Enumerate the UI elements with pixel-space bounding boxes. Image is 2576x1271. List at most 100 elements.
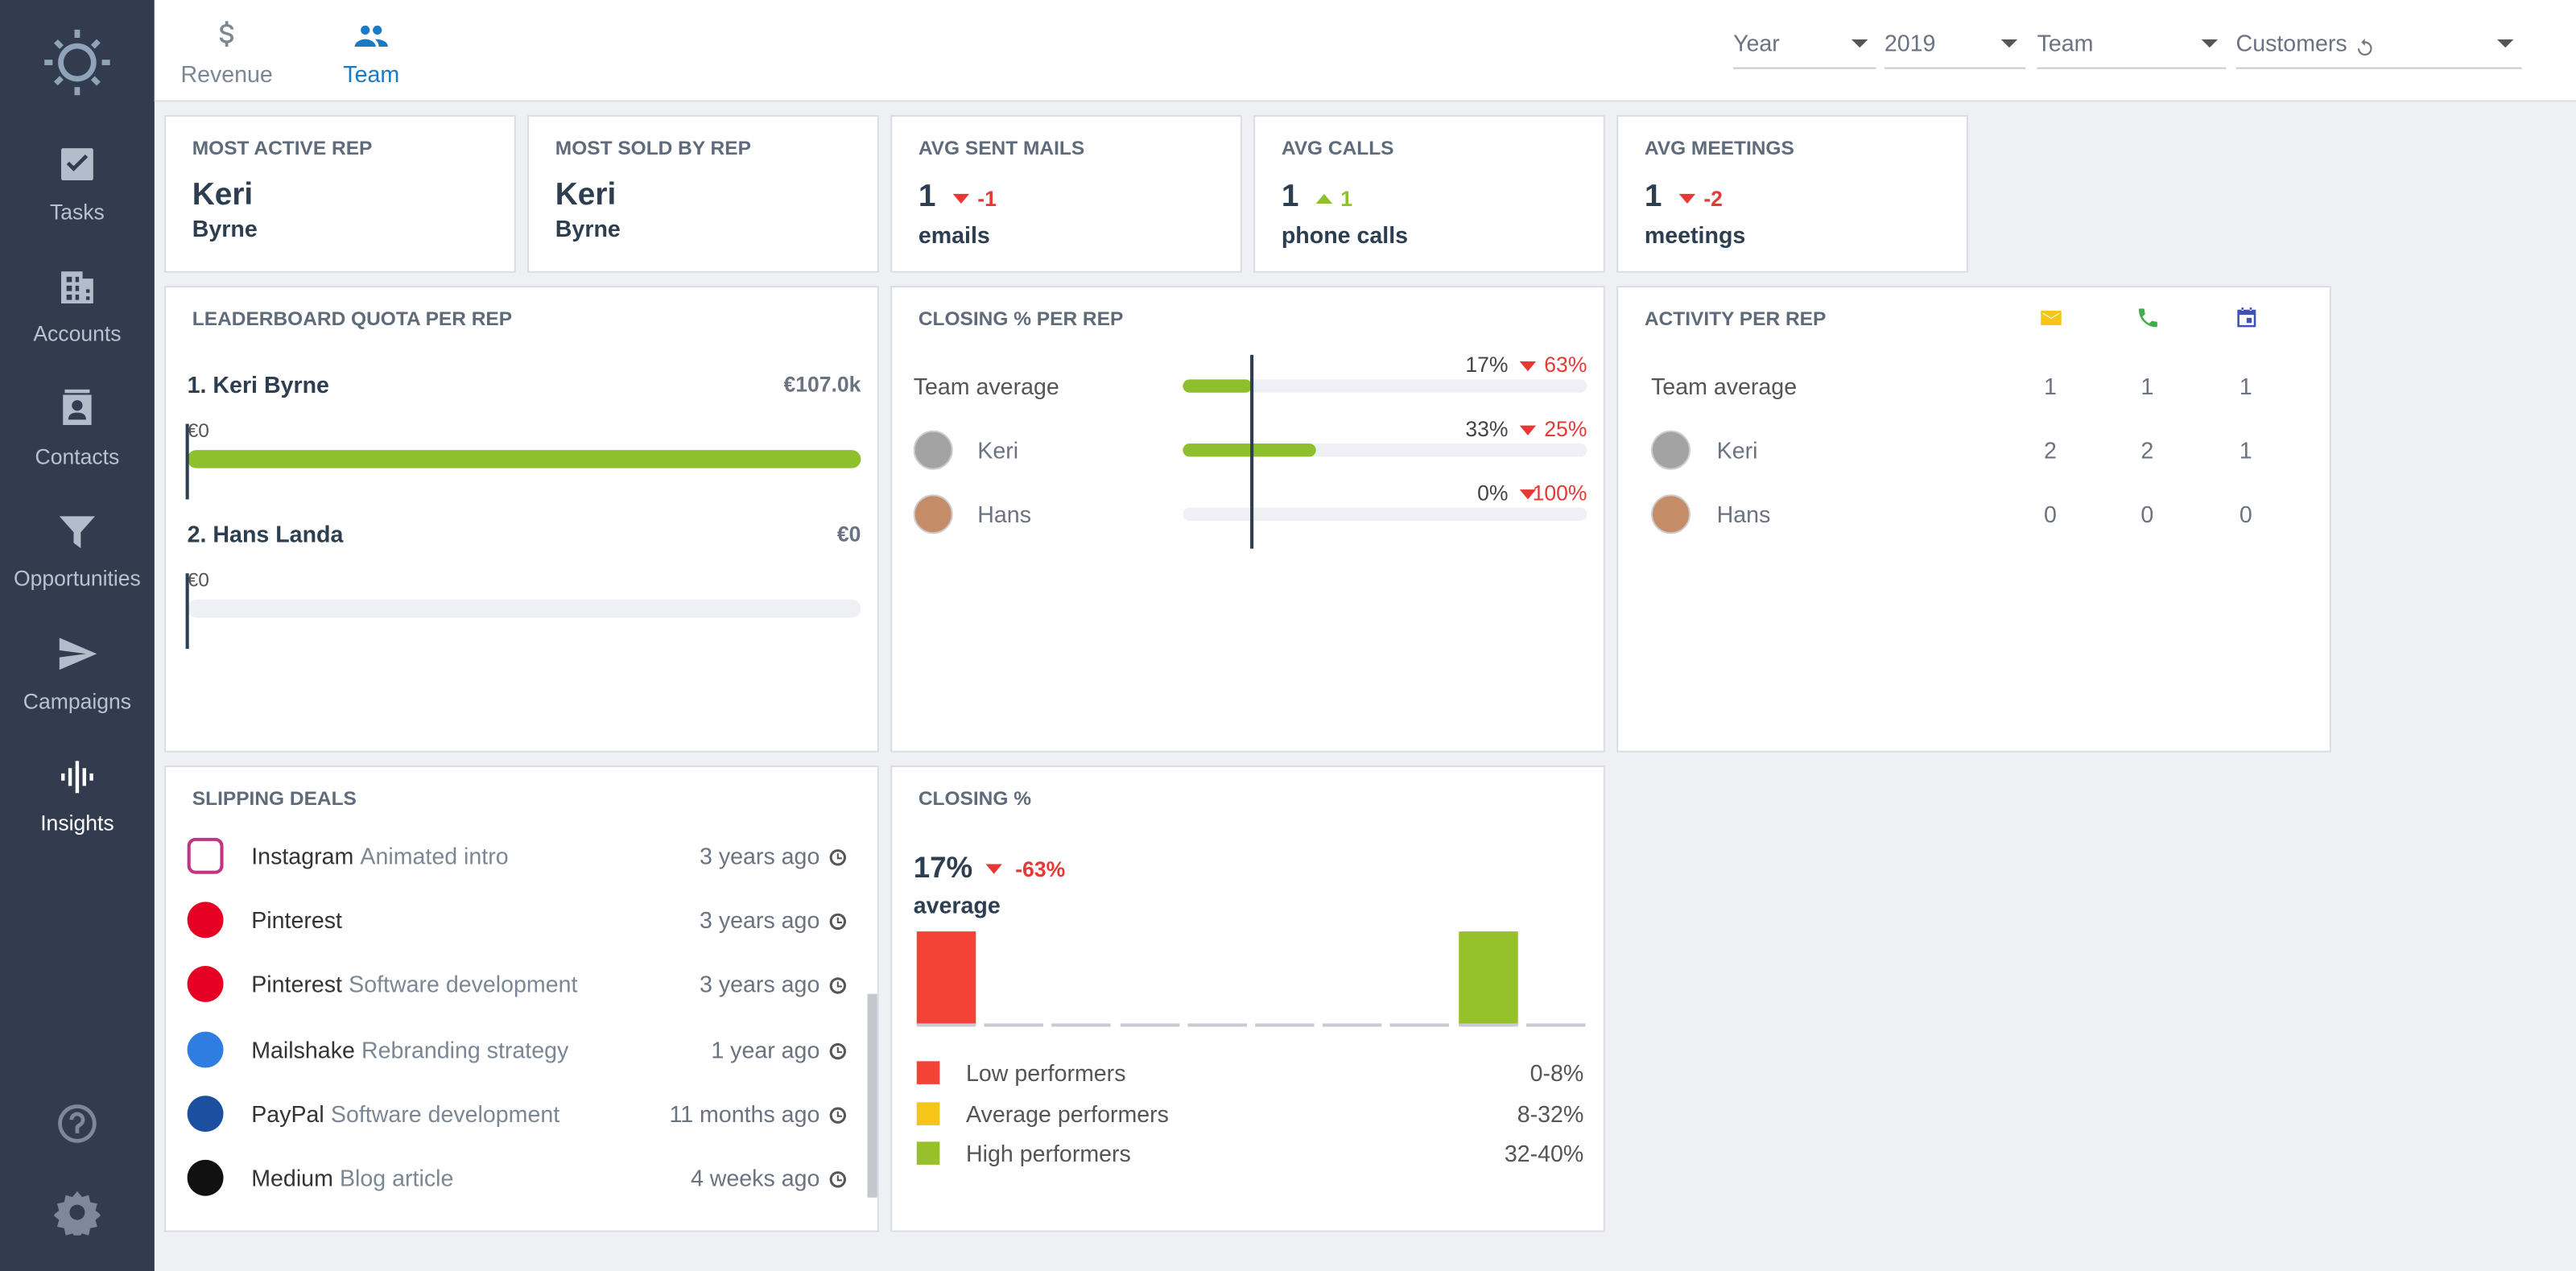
kpi-delta: -2: [1703, 186, 1723, 212]
deal-age[interactable]: 3 years ago: [700, 842, 820, 869]
kpi-delta: -1: [977, 186, 997, 212]
nav-item[interactable]: Opportunities: [0, 482, 155, 591]
bin-baseline: [1323, 1023, 1382, 1027]
nav-label[interactable]: Opportunities: [14, 566, 141, 591]
nav-label[interactable]: Insights: [40, 811, 114, 836]
nav-item[interactable]: Contacts: [0, 360, 155, 468]
pct-delta: 25%: [1544, 416, 1587, 441]
company-name[interactable]: Pinterest: [251, 906, 343, 934]
legend-range: 32-40%: [1504, 1140, 1584, 1166]
deal-name[interactable]: Animated intro: [360, 842, 509, 869]
dropdown-caret: [1852, 39, 1868, 48]
tab-label[interactable]: Team: [343, 60, 400, 88]
pct-label: 0%: [1477, 480, 1509, 506]
card: CLOSING % PER REP Team average 17% 63% Keri 3…: [890, 286, 1605, 753]
legend-label: Average performers: [966, 1100, 1169, 1126]
rep-name: Team average: [913, 373, 1059, 399]
kpi-name: Keri: [555, 178, 617, 213]
nav-item[interactable]: Accounts: [0, 237, 155, 346]
activity-count: 1: [2239, 436, 2252, 464]
clock-icon: [829, 849, 847, 866]
clock-icon-shape: [829, 849, 847, 866]
nav-label[interactable]: Campaigns: [23, 688, 132, 713]
deal-row[interactable]: PayPal Software development 11 months ago: [179, 1084, 861, 1143]
column-icon: [2236, 307, 2256, 327]
deal-age[interactable]: 11 months ago: [669, 1100, 820, 1127]
deal-row[interactable]: Medium Blog article 4 weeks ago: [179, 1149, 861, 1207]
deal-age[interactable]: 3 years ago: [700, 906, 820, 934]
deal-name[interactable]: Blog article: [340, 1164, 454, 1191]
deal-name[interactable]: Software development: [330, 1100, 560, 1127]
deal-name[interactable]: Software development: [349, 971, 578, 998]
deal-age[interactable]: 4 weeks ago: [690, 1164, 820, 1191]
deal-age[interactable]: 1 year ago: [711, 1035, 820, 1063]
tab[interactable]: Team: [306, 6, 437, 98]
card: AVG MEETINGS 1 -2 meetings: [1616, 114, 1968, 273]
activity-count: 2: [2140, 436, 2154, 464]
column-icon-shape: [2236, 307, 2256, 327]
kpi-unit: phone calls: [1281, 221, 1409, 249]
filter-value[interactable]: 2019: [1884, 29, 1936, 56]
closing-value: 17%: [913, 851, 973, 884]
filter-dropdown[interactable]: Team: [2037, 16, 2227, 69]
nav-item[interactable]: Insights: [0, 727, 155, 836]
nav-icon-shape: [63, 389, 92, 426]
legend-label: Low performers: [966, 1059, 1126, 1086]
nav-item[interactable]: Campaigns: [0, 605, 155, 713]
deal-row[interactable]: Mailshake Rebranding strategy 1 year ago: [179, 1020, 861, 1079]
deal-age[interactable]: 3 years ago: [700, 971, 820, 998]
kpi-delta: 1: [1340, 186, 1353, 212]
nav-icon-shape: [59, 638, 97, 671]
filter-dropdown[interactable]: 2019: [1884, 16, 2026, 69]
nav-label[interactable]: Contacts: [35, 444, 120, 468]
company-name[interactable]: PayPal: [251, 1100, 324, 1127]
tab[interactable]: Revenue: [161, 6, 292, 98]
deal-name[interactable]: Rebranding strategy: [361, 1035, 569, 1063]
filter-value[interactable]: Year: [1733, 29, 1780, 56]
pct-track: [1183, 507, 1587, 521]
nav-item[interactable]: Tasks: [0, 115, 155, 224]
kpi-value: 1: [918, 180, 936, 215]
arrow-down: [1678, 193, 1696, 204]
filter-value[interactable]: Customers: [2235, 29, 2347, 56]
company-name[interactable]: Pinterest: [251, 971, 343, 998]
filter-value[interactable]: Team: [2037, 29, 2094, 56]
company-name[interactable]: Medium: [251, 1164, 333, 1191]
bin-baseline: [984, 1023, 1044, 1027]
settings-icon-shape: [54, 1191, 101, 1236]
nav-icon: [63, 389, 92, 426]
bin-baseline: [916, 1023, 976, 1027]
dropdown-caret: [2497, 39, 2514, 48]
scrollbar: [867, 993, 877, 1198]
pct-track: [1183, 379, 1587, 393]
card-title: CLOSING % PER REP: [918, 307, 1124, 331]
deal-row[interactable]: Instagram Animated intro 3 years ago: [179, 827, 861, 885]
kpi-sub: Byrne: [192, 215, 258, 242]
card-title: CLOSING %: [918, 786, 1031, 811]
pct-bar: [1183, 444, 1317, 457]
nav-label[interactable]: Tasks: [50, 198, 105, 224]
quota-amount: €107.0k: [783, 372, 861, 397]
refresh-icon: [2356, 38, 2372, 56]
deal-row[interactable]: Pinterest 3 years ago: [179, 891, 861, 950]
activity-count: 1: [2239, 373, 2252, 399]
pct-delta: 100%: [1532, 480, 1587, 506]
kpi-unit: emails: [918, 221, 990, 249]
company-name[interactable]: Mailshake: [251, 1035, 355, 1063]
rep-name: 1. Keri Byrne: [187, 371, 329, 398]
filter-dropdown[interactable]: Customers: [2235, 16, 2522, 69]
clock-icon-shape: [829, 978, 847, 995]
nav-icon: [59, 638, 97, 671]
nav-label[interactable]: Accounts: [33, 320, 122, 346]
company-logo: [187, 837, 224, 874]
rep-name: Hans: [1716, 501, 1771, 528]
company-name[interactable]: Instagram: [251, 842, 354, 869]
clock-icon: [829, 978, 847, 995]
clock-icon-shape: [829, 1107, 847, 1124]
column-icon-shape: [2040, 309, 2061, 324]
card: AVG CALLS 1 1 phone calls: [1253, 114, 1605, 273]
deal-row[interactable]: Pinterest Software development 3 years ago: [179, 955, 861, 1014]
filter-dropdown[interactable]: Year: [1733, 16, 1876, 69]
card: MOST ACTIVE REP Keri Byrne: [164, 114, 516, 273]
tab-label[interactable]: Revenue: [180, 60, 273, 88]
